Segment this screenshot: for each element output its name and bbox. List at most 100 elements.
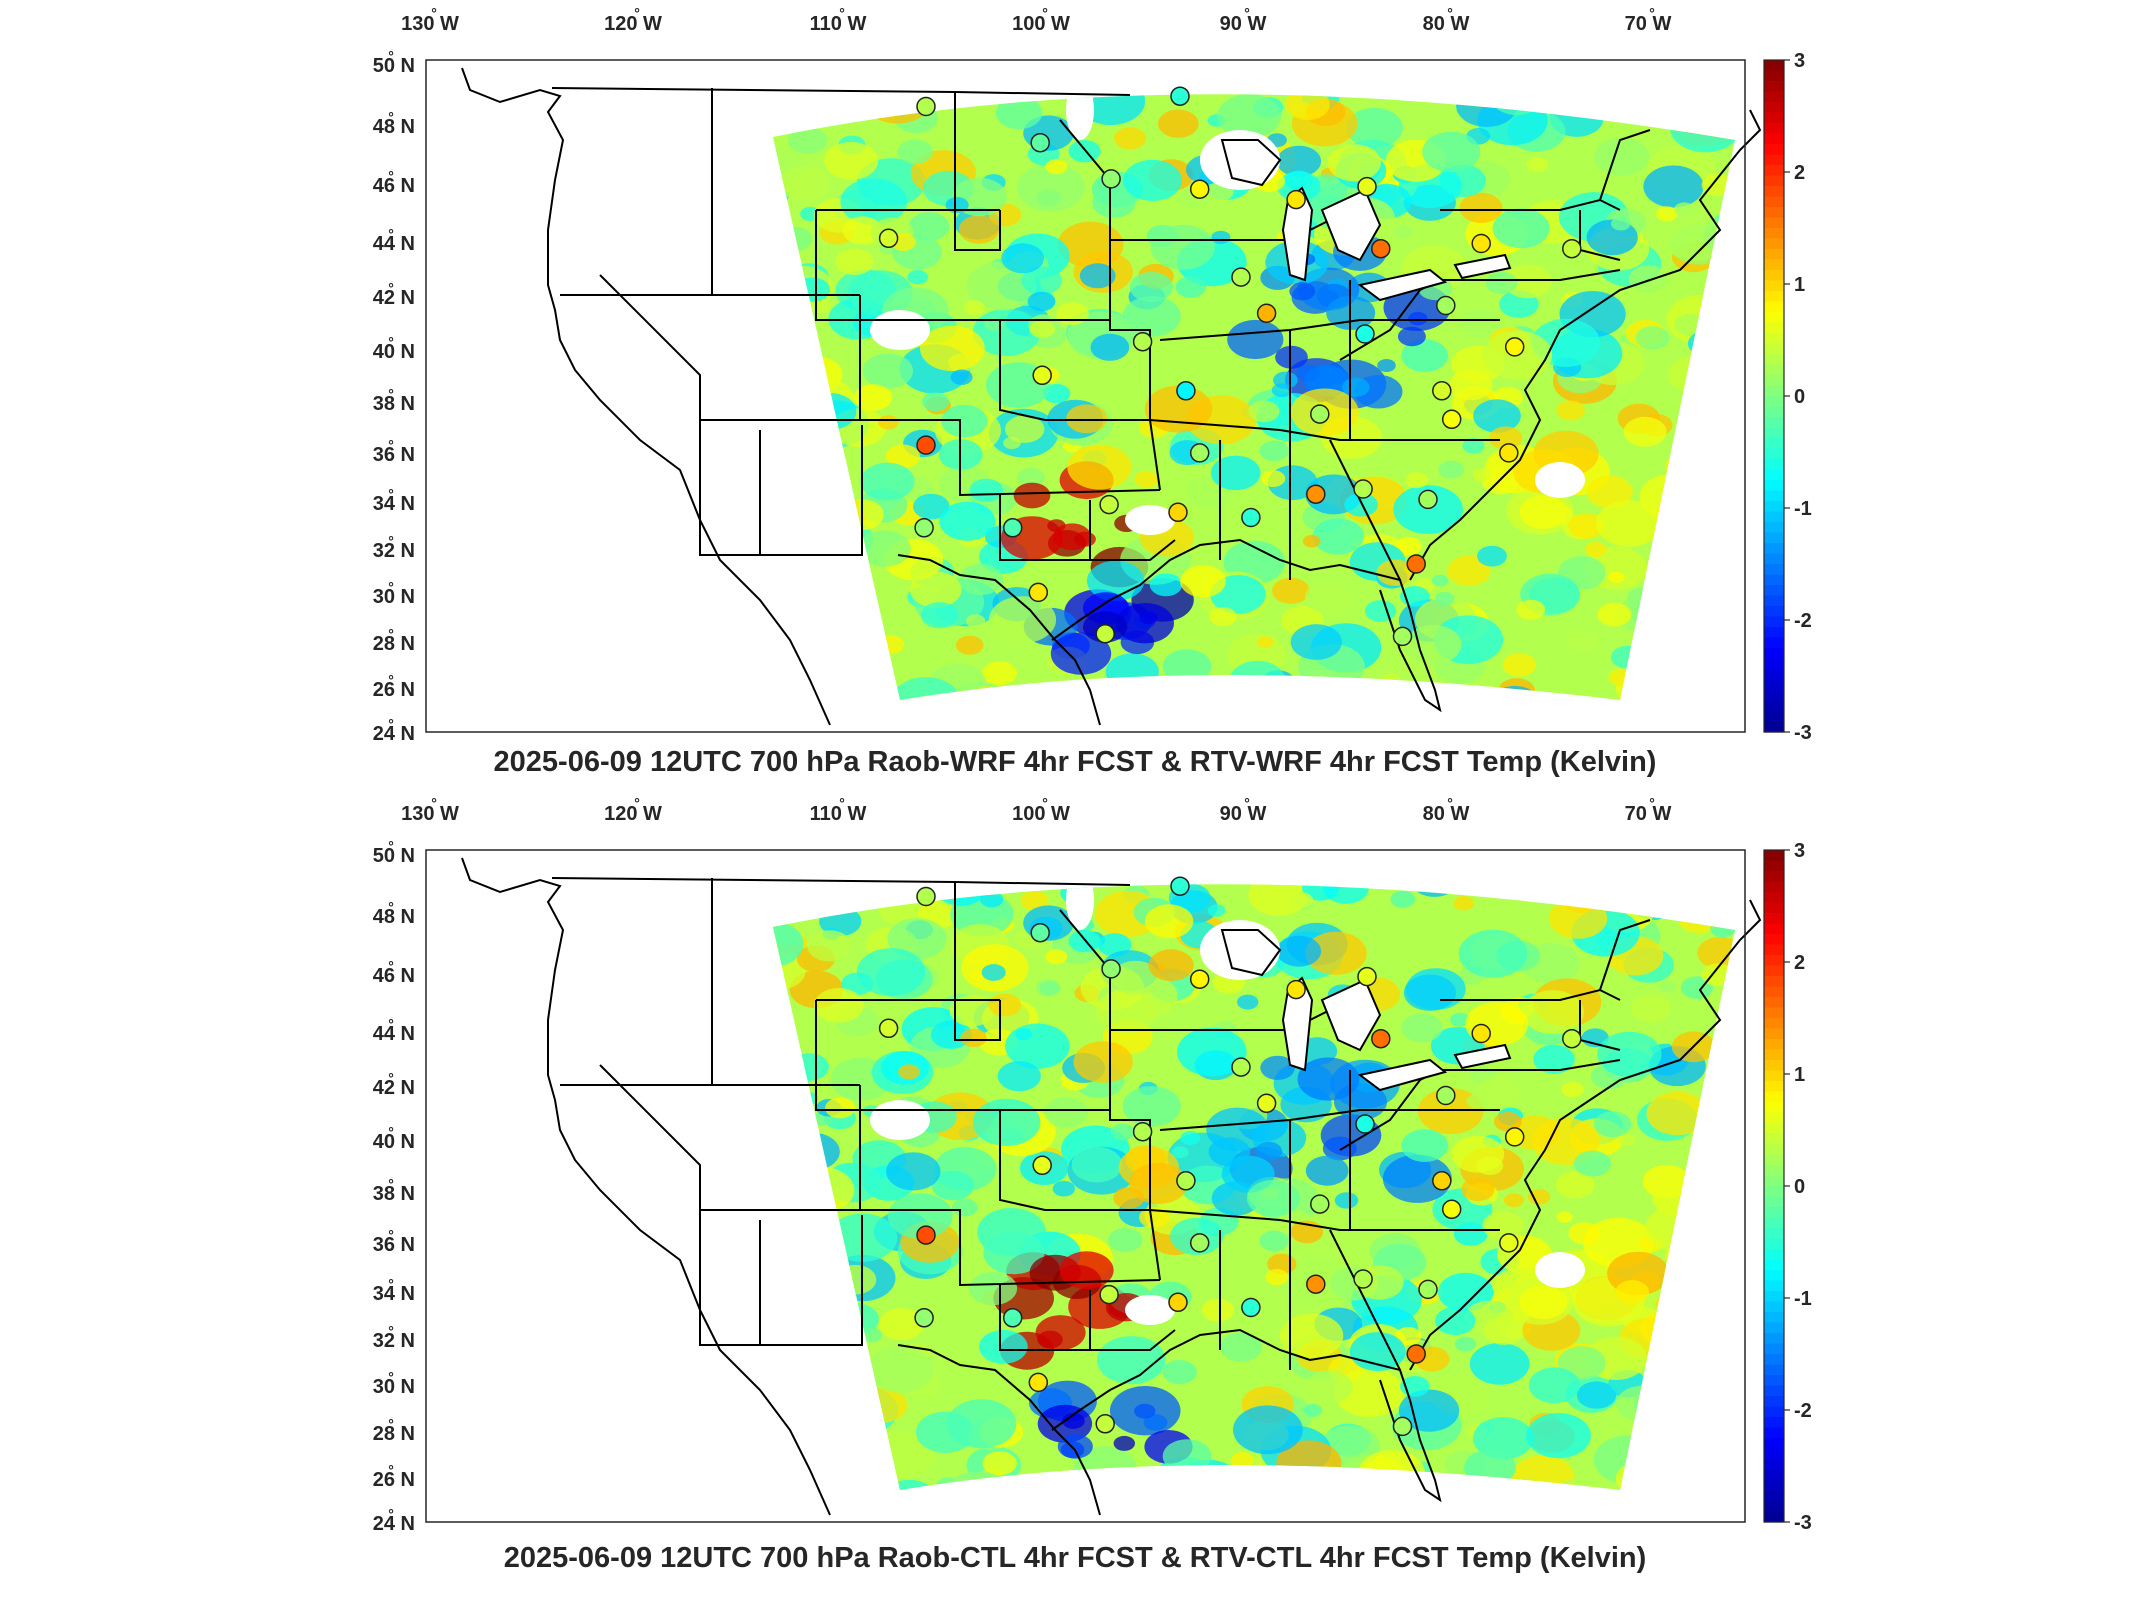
coastline xyxy=(1409,899,1762,1371)
field-blob xyxy=(979,1329,1028,1364)
great-lake xyxy=(1281,976,1314,1072)
field-blob xyxy=(909,571,962,608)
colorbar-segment xyxy=(1764,322,1784,334)
field-blob xyxy=(1209,607,1237,627)
colorbar-segment xyxy=(1764,1175,1784,1187)
field-blob xyxy=(977,837,1026,871)
field-blob xyxy=(1635,326,1670,350)
colorbar-segment xyxy=(1764,1039,1784,1051)
raob-station-point xyxy=(1189,969,1210,989)
colorbar-segment xyxy=(1764,123,1784,135)
raob-station-point xyxy=(1241,507,1261,528)
field-blob xyxy=(1393,485,1463,534)
field-blob xyxy=(965,614,986,628)
lon-tick-label: 100 W xyxy=(1012,803,1070,825)
field-blob xyxy=(1180,1131,1201,1145)
field-blob xyxy=(1580,56,1597,68)
field-blob xyxy=(1122,1086,1181,1127)
raob-station-point xyxy=(1357,176,1377,197)
field-blob xyxy=(950,369,973,385)
colorbar-segment xyxy=(1764,1301,1784,1313)
degree-symbol: ° xyxy=(388,1016,394,1032)
degree-symbol: ° xyxy=(388,1227,394,1243)
field-blob xyxy=(1668,356,1722,394)
state-border xyxy=(599,1064,863,1346)
state-border xyxy=(1329,439,1401,581)
colorbar-segment xyxy=(1764,690,1784,702)
field-blob xyxy=(795,277,830,302)
lat-tick-label: 30 N xyxy=(373,1376,415,1398)
field-blob xyxy=(1454,1336,1476,1352)
field-blob xyxy=(1665,1246,1695,1267)
field-blob xyxy=(1724,655,1735,675)
colorbar-segment xyxy=(1764,175,1784,187)
field-blob xyxy=(976,686,998,700)
field-blob xyxy=(1628,265,1668,293)
colorbar-segment xyxy=(1764,217,1784,229)
field-blob xyxy=(1207,676,1237,697)
field-blob xyxy=(1678,530,1703,548)
field-blob xyxy=(1664,1287,1717,1324)
degree-symbol: ° xyxy=(388,334,394,350)
field-blob xyxy=(846,1455,886,1484)
field-blob xyxy=(1697,354,1722,371)
field-blob xyxy=(1651,94,1716,104)
field-blob xyxy=(773,312,792,339)
great-lake xyxy=(1453,1043,1512,1070)
colorbar-segment xyxy=(1764,669,1784,681)
lat-tick-label: 38 N xyxy=(373,1183,415,1205)
field-blob xyxy=(1211,230,1231,244)
colorbar-tick-label: -2 xyxy=(1794,610,1812,632)
field-blob xyxy=(839,1460,856,1472)
colorbar-segment xyxy=(1764,902,1784,914)
field-blob xyxy=(1297,1057,1360,1101)
state-border xyxy=(551,87,1131,96)
field-blob xyxy=(1485,271,1518,294)
field-blob xyxy=(765,65,803,92)
field-blob xyxy=(1655,206,1678,222)
field-blob xyxy=(1401,339,1449,372)
degree-symbol: ° xyxy=(388,958,394,974)
state-border xyxy=(700,1209,1161,1287)
colorbar-segment xyxy=(1764,532,1784,544)
colorbar-segment xyxy=(1764,1511,1784,1523)
colorbar-segment xyxy=(1764,186,1784,198)
field-blob xyxy=(1526,156,1548,172)
raob-station-point xyxy=(1499,1233,1519,1253)
field-blob xyxy=(1724,1195,1735,1209)
field-blob xyxy=(1438,460,1465,479)
colorbar-segment xyxy=(1764,511,1784,523)
field-blob xyxy=(1422,131,1481,173)
field-blob xyxy=(1680,976,1714,999)
field-blob xyxy=(1442,67,1480,94)
field-blob xyxy=(931,1170,975,1201)
field-blob xyxy=(1059,1251,1114,1290)
field-blob xyxy=(1302,535,1321,548)
raob-station-point xyxy=(1418,1279,1438,1300)
panel-title-top: 2025-06-09 12UTC 700 hPa Raob-WRF 4hr FC… xyxy=(493,746,1657,778)
field-blob xyxy=(1623,884,1686,902)
field-blob xyxy=(1593,1435,1664,1484)
colorbar-tick-label: -3 xyxy=(1794,1512,1812,1534)
field-blob xyxy=(1116,603,1174,644)
field-blob xyxy=(1450,1012,1470,1027)
field-blob xyxy=(1666,656,1729,699)
field-blob xyxy=(1468,57,1487,70)
colorbar-segment xyxy=(1764,1102,1784,1114)
field-blob xyxy=(1688,350,1735,394)
lat-tick-label: 26 N xyxy=(373,1469,415,1491)
field-blob xyxy=(1447,555,1491,586)
field-blob xyxy=(773,1064,786,1079)
field-blob xyxy=(1405,472,1429,489)
field-blob xyxy=(1114,127,1146,150)
lat-tick-label: 48 N xyxy=(373,116,415,138)
degree-symbol: ° xyxy=(839,795,845,811)
field-blob xyxy=(1631,994,1671,1023)
field-blob xyxy=(794,58,832,84)
field-blob xyxy=(1462,438,1485,454)
field-blob xyxy=(1514,696,1549,700)
field-blob xyxy=(854,384,893,411)
lat-tick-label: 36 N xyxy=(373,444,415,466)
colorbar-segment xyxy=(1764,459,1784,471)
lat-tick-label: 24 N xyxy=(373,723,415,745)
